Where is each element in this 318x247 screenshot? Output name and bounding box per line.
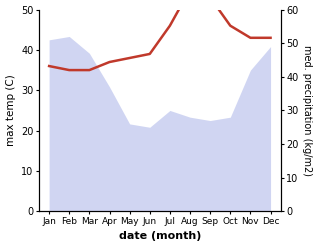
Y-axis label: med. precipitation (kg/m2): med. precipitation (kg/m2) [302,45,313,176]
X-axis label: date (month): date (month) [119,231,201,242]
Y-axis label: max temp (C): max temp (C) [5,75,16,146]
